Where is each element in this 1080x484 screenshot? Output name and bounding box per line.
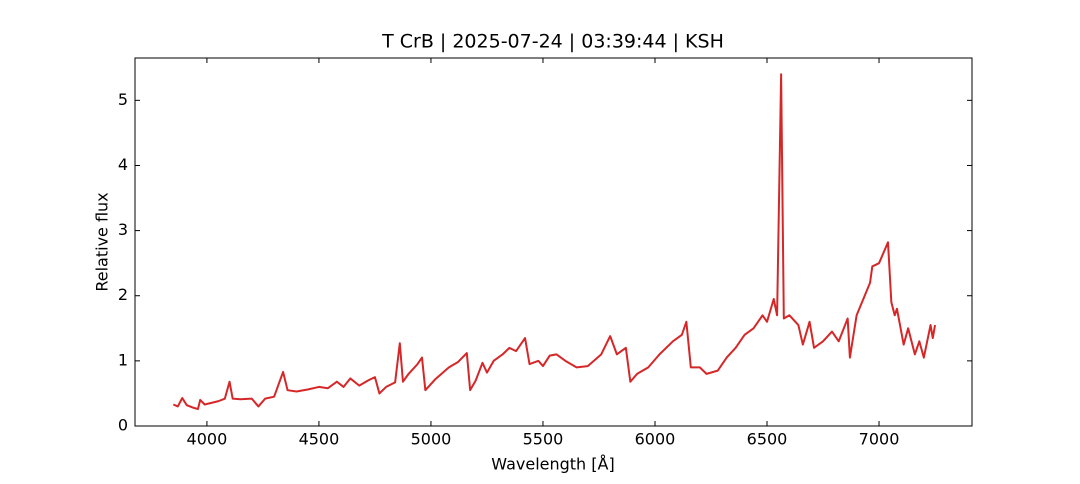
x-tick-label: 5500 [523,430,564,449]
y-tick-label: 0 [118,416,128,435]
x-tick-label: 4500 [299,430,340,449]
chart-title: T CrB | 2025-07-24 | 03:39:44 | KSH [381,31,724,53]
x-axis-label: Wavelength [Å] [491,455,614,474]
y-tick-label: 4 [118,155,128,174]
y-tick-label: 3 [118,220,128,239]
y-tick-label: 5 [118,90,128,109]
y-tick-label: 1 [118,350,128,369]
y-axis-label: Relative flux [93,192,112,291]
x-tick-label: 5000 [411,430,452,449]
x-tick-label: 7000 [859,430,900,449]
plot-frame [134,57,973,427]
x-tick-label: 6500 [747,430,788,449]
spectrum-line [172,73,937,411]
x-tick-label: 6000 [635,430,676,449]
x-tick-label: 4000 [187,430,228,449]
y-tick-label: 2 [118,285,128,304]
